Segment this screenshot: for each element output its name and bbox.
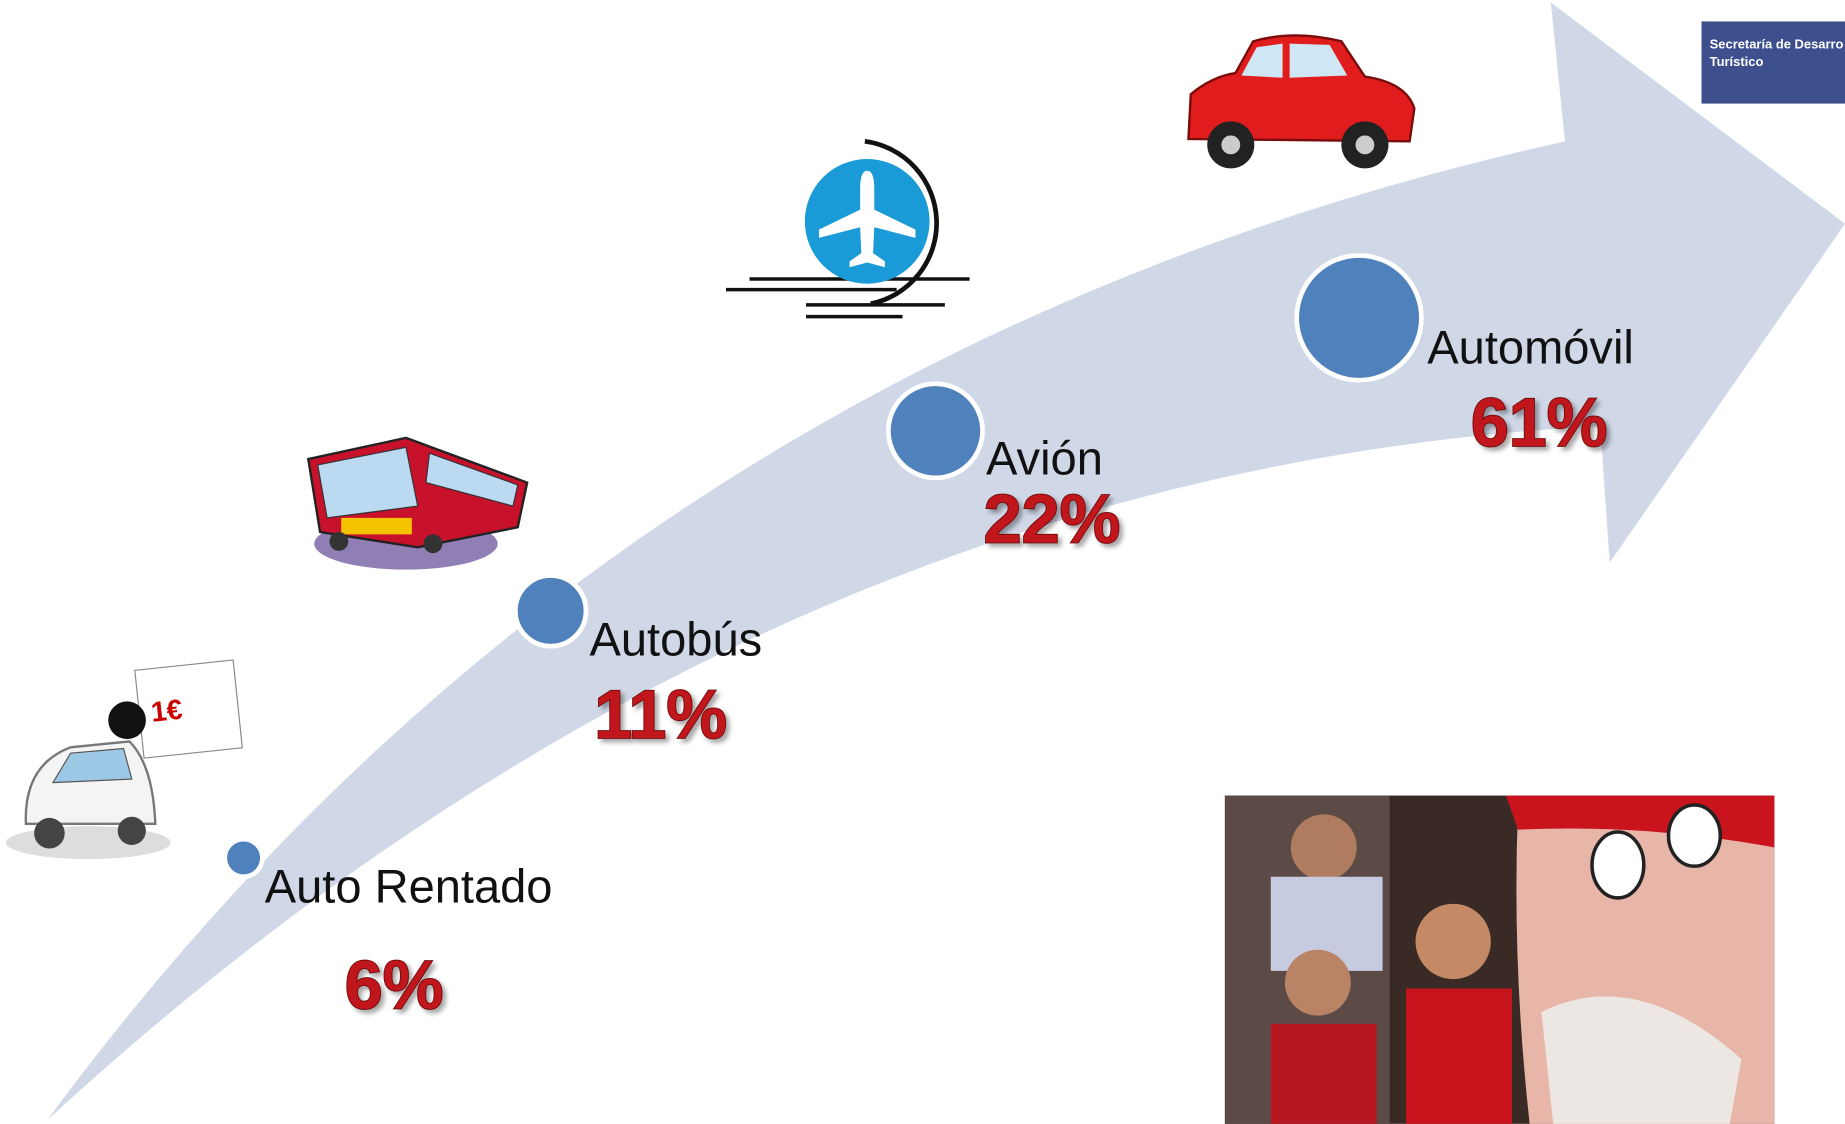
item-label: Avión [986, 431, 1103, 484]
logo-line: Turístico [1710, 54, 1764, 69]
item: Auto Rentado 6% [225, 839, 553, 1023]
marker [1297, 255, 1422, 380]
bus-icon [308, 438, 527, 570]
rental-car-icon: 1€ [6, 660, 242, 859]
marker [515, 576, 586, 647]
plane-icon [726, 141, 970, 316]
item-label: Autobús [590, 613, 763, 666]
car-icon [1188, 35, 1414, 168]
item-label: Automóvil [1427, 321, 1634, 374]
marker [888, 384, 982, 478]
logo-line: Secretaría de Desarro [1710, 36, 1844, 51]
photo [1225, 796, 1774, 1124]
item-percent: 11% [594, 677, 727, 753]
item-percent: 61% [1471, 385, 1608, 461]
item-percent: 6% [345, 948, 444, 1024]
logo: Secretaría de Desarro Turístico [1701, 21, 1845, 103]
marker [225, 839, 263, 877]
svg-text:1€: 1€ [149, 693, 184, 728]
item-label: Auto Rentado [265, 860, 553, 913]
item-percent: 22% [984, 482, 1121, 558]
slide: Secretaría de Desarro Turístico 1€ [0, 0, 1845, 1124]
